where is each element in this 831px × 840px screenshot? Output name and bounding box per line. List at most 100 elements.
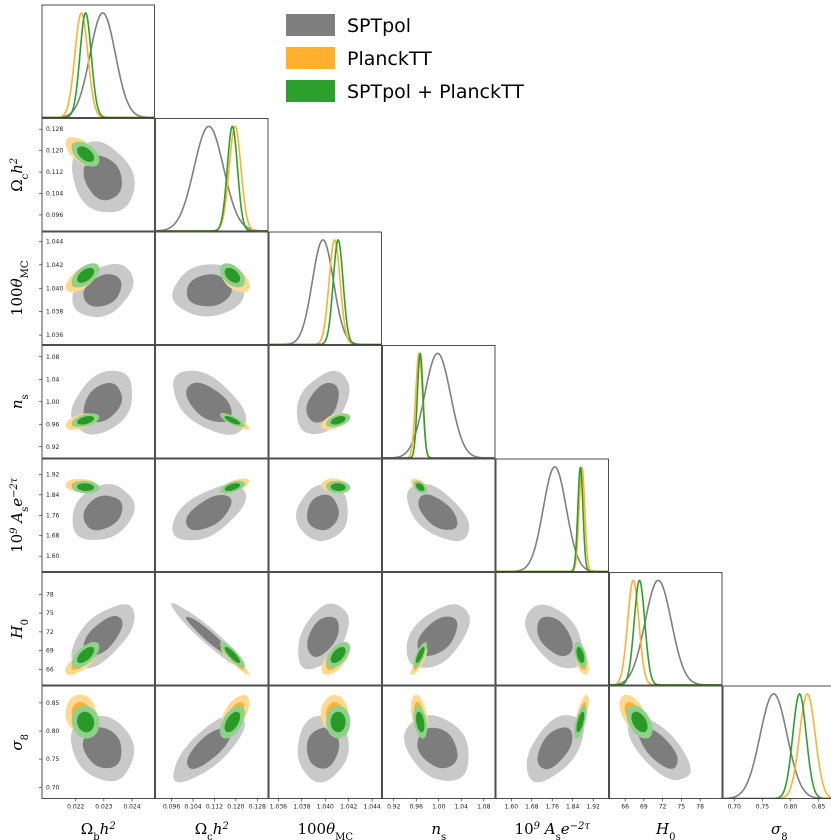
panel-frame [609, 572, 723, 686]
panel-omch2-vs-omch2 [155, 118, 269, 232]
panel-frame [155, 685, 269, 799]
y-tick-label-As: 1.68 [46, 533, 60, 540]
x-tick-label-theta: 1.040 [317, 804, 334, 811]
y-tick-label-sigma8: 0.75 [46, 756, 60, 763]
panel-frame [41, 685, 155, 799]
y-tick-label-omch2: 0.096 [46, 212, 63, 219]
legend-swatch-0 [286, 14, 335, 36]
panel-frame [41, 118, 155, 232]
y-tick-label-sigma8: 0.80 [46, 728, 60, 735]
sptpol-68-contour [83, 382, 123, 423]
y-tick-label-theta: 1.040 [46, 285, 63, 292]
y-tick-label-As: 1.76 [46, 512, 60, 519]
marginal-spt-ombh2 [42, 12, 155, 118]
panel-frame [382, 345, 496, 459]
marginal-spt-theta [269, 239, 382, 345]
combined-68-contour [631, 711, 648, 733]
panel-sigma8-vs-ns: 0.92 0.96 1.00 1.04 1.08 [382, 685, 496, 811]
y-tick-label-theta: 1.036 [46, 332, 63, 339]
y-tick-label-ns: 0.92 [46, 444, 60, 451]
y-tick-label-ns: 1.08 [46, 354, 60, 361]
y-tick-label-H0: 72 [46, 629, 54, 636]
combined-68-contour [77, 711, 95, 733]
y-axis-label-ns: ns [8, 394, 31, 409]
panel-H0-vs-H0 [609, 572, 723, 686]
sptpol-68-contour [186, 382, 232, 422]
x-tick-label-H0: 72 [659, 804, 667, 811]
marginal-comb-sigma8 [723, 692, 831, 799]
x-tick-label-As: 1.76 [546, 804, 560, 811]
marginal-spt-omch2 [155, 125, 268, 231]
combined-68-contour [77, 483, 95, 492]
panel-content [525, 604, 589, 675]
combined-68-contour [224, 483, 241, 492]
panel-content [609, 579, 722, 685]
panel-H0-vs-ns [382, 572, 496, 686]
panel-H0-vs-As [495, 572, 609, 686]
panel-ns-vs-ombh2: 0.92 0.96 1.00 1.04 1.08 [39, 345, 155, 459]
panel-frame [41, 4, 155, 118]
x-tick-label-H0: 69 [640, 804, 648, 811]
x-tick-label-As: 1.84 [566, 804, 580, 811]
panel-frame [268, 345, 382, 459]
x-tick-label-As: 1.60 [505, 804, 519, 811]
y-tick-label-H0: 78 [46, 591, 54, 598]
panel-frame [268, 458, 382, 572]
panel-As-vs-As [495, 458, 609, 572]
y-axis-label-theta: 100θMC [8, 260, 31, 316]
sptpol-68-contour [417, 616, 458, 656]
x-tick-label-sigma8: 0.85 [812, 804, 826, 811]
x-axis-label-H0: H0 [655, 820, 675, 840]
combined-68-contour [415, 711, 425, 733]
panel-frame [382, 458, 496, 572]
x-tick-label-omch2: 0.104 [184, 804, 201, 811]
x-tick-label-ns: 0.92 [387, 804, 401, 811]
y-tick-label-theta: 1.038 [46, 309, 63, 316]
sptpol-68-contour [417, 727, 458, 769]
panel-content [65, 478, 135, 540]
panel-As-vs-ombh2: 1.60 1.68 1.76 1.84 1.92 [39, 458, 155, 572]
panel-content [173, 370, 250, 435]
x-tick-label-As: 1.92 [586, 804, 600, 811]
combined-68-contour [330, 711, 346, 733]
x-tick-label-H0: 75 [678, 804, 686, 811]
x-tick-label-omch2: 0.112 [206, 804, 223, 811]
combined-68-contour [224, 711, 241, 733]
panel-As-vs-ns [382, 458, 496, 572]
marginal-planck-theta [269, 238, 382, 345]
marginal-comb-ombh2 [42, 11, 155, 118]
legend-swatch-1 [286, 47, 335, 69]
marginal-planck-ns [382, 350, 495, 458]
marginal-spt-sigma8 [723, 693, 831, 799]
panel-sigma8-vs-omch2: 0.096 0.104 0.112 0.120 0.128 [155, 685, 269, 811]
x-tick-label-As: 1.68 [525, 804, 539, 811]
sptpol-68-contour [537, 727, 573, 770]
panel-content [297, 694, 351, 783]
marginal-comb-theta [269, 238, 382, 345]
sptpol-68-contour [83, 274, 122, 307]
y-axis-label-sigma8: σ8 [8, 734, 31, 751]
panel-omch2-vs-ombh2: 0.096 0.104 0.112 0.120 0.128 [39, 118, 155, 232]
y-tick-label-theta: 1.042 [46, 262, 63, 269]
x-axis-label-sigma8: σ8 [771, 820, 788, 840]
marginal-planck-omch2 [155, 125, 268, 231]
panel-H0-vs-theta [268, 572, 382, 686]
panel-frame [155, 572, 269, 686]
y-tick-label-As: 1.60 [46, 553, 60, 560]
panel-content [171, 603, 250, 676]
x-tick-label-theta: 1.044 [364, 804, 381, 811]
legend-swatch-2 [286, 80, 335, 102]
combined-68-contour [576, 646, 585, 664]
y-tick-label-sigma8: 0.70 [46, 784, 60, 791]
marginal-spt-As [496, 466, 609, 572]
sptpol-68-contour [187, 727, 232, 769]
panel-frame [495, 572, 609, 686]
panel-ombh2-vs-ombh2 [41, 4, 155, 118]
sptpol-68-contour [306, 727, 340, 769]
panel-frame [41, 572, 155, 686]
panel-content [155, 125, 268, 231]
panel-content [296, 370, 351, 434]
y-tick-label-theta: 1.044 [46, 238, 63, 245]
panel-frame [609, 685, 723, 799]
